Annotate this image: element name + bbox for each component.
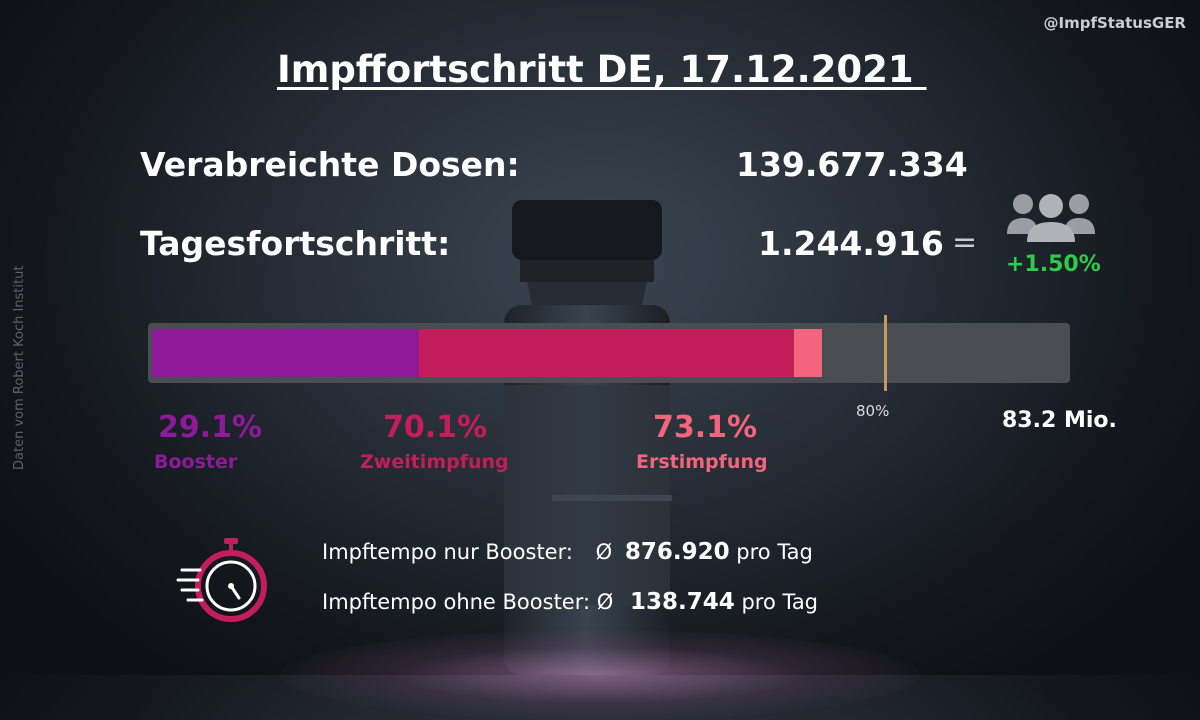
booster-label: Booster (154, 451, 238, 473)
doses-value: 139.677.334 (736, 145, 968, 184)
tempo-other-label: Impftempo ohne Booster: (322, 590, 591, 614)
first-dose-label: Erstimpfung (636, 451, 768, 473)
floor-glow (280, 630, 920, 720)
first-dose-percent: 73.1% (653, 410, 758, 445)
tempo-booster-row: Impftempo nur Booster: Ø 876.920 pro Tag (322, 539, 813, 565)
stopwatch-icon (176, 538, 267, 622)
daily-percent: +1.50% (1006, 252, 1101, 277)
vaccine-vial-image (504, 200, 672, 675)
vaccination-progress-bar (148, 315, 1070, 391)
twitter-handle: @ImpfStatusGER (1043, 14, 1186, 32)
average-symbol: Ø (595, 540, 613, 564)
progress-segment-booster (152, 329, 419, 377)
daily-label: Tagesfortschritt: (140, 224, 451, 263)
data-source-note: Daten vom Robert Koch Institut (12, 265, 27, 470)
tempo-booster-value: 876.920 (624, 539, 730, 565)
target-marker-80 (883, 315, 887, 391)
tempo-booster-unit: pro Tag (736, 540, 813, 564)
tempo-other-unit: pro Tag (741, 590, 819, 614)
daily-value: 1.244.916 (758, 224, 944, 263)
target-marker-label: 80% (856, 402, 890, 420)
booster-percent: 29.1% (158, 410, 263, 445)
tempo-other-row: Impftempo ohne Booster: Ø 138.744 pro Ta… (322, 589, 818, 615)
tempo-other-value: 138.744 (629, 589, 735, 615)
people-group-icon (1007, 194, 1095, 242)
doses-label: Verabreichte Dosen: (140, 145, 520, 184)
population-total: 83.2 Mio. (1002, 408, 1117, 433)
tempo-booster-label: Impftempo nur Booster: (322, 540, 573, 564)
average-symbol: Ø (596, 590, 614, 614)
page-title: Impffortschritt DE, 17.12.2021 (277, 48, 927, 91)
second-dose-percent: 70.1% (383, 410, 488, 445)
second-dose-label: Zweitimpfung (360, 451, 509, 473)
equals-sign: = (952, 225, 978, 260)
